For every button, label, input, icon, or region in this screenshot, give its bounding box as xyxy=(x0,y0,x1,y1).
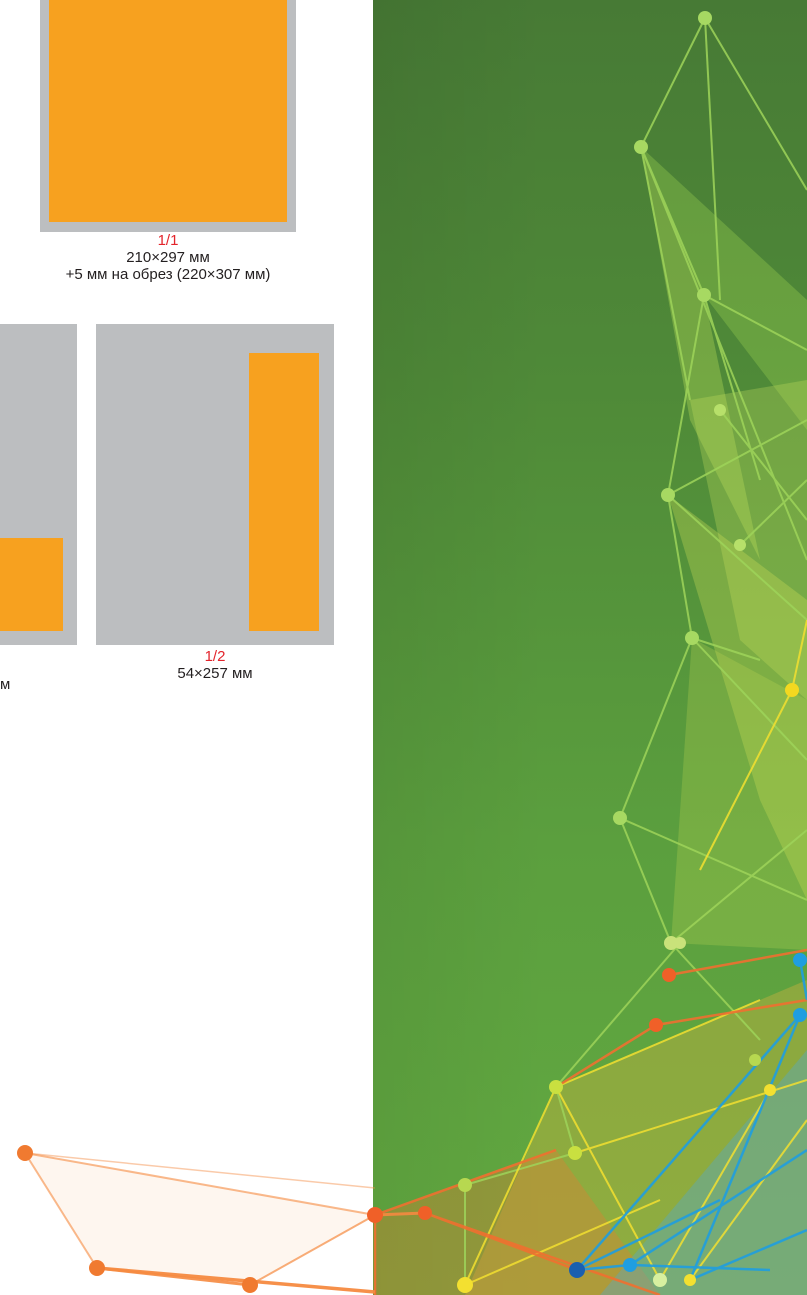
full-page-label: 1/1 xyxy=(157,232,179,249)
partial-ad-frame xyxy=(0,324,77,645)
half-vertical-label: 1/2 xyxy=(204,648,226,665)
half-vertical-caption: 1/2 54×257 мм xyxy=(115,648,315,682)
network-nodes xyxy=(17,11,807,1293)
full-page-size: 210×297 мм xyxy=(126,249,210,266)
half-vertical-ad-area xyxy=(249,353,319,631)
green-background-panel xyxy=(373,0,807,1295)
full-page-frame xyxy=(40,0,296,232)
network-lines-green xyxy=(464,17,807,1285)
full-page-bleed: +5 мм на обрез (220×307 мм) xyxy=(65,266,271,283)
partial-ad-size: м xyxy=(0,676,11,693)
network-polygons xyxy=(25,147,807,1295)
half-vertical-size: 54×257 мм xyxy=(177,665,253,682)
partial-ad-area xyxy=(0,538,63,631)
full-page-ad-area xyxy=(49,0,287,222)
partial-ad-caption: м xyxy=(0,676,10,693)
network-lines-orange xyxy=(373,948,807,1295)
half-vertical-frame xyxy=(96,324,334,645)
network-lines-bottom-left xyxy=(24,1152,426,1294)
network-lines-blue xyxy=(576,959,807,1282)
full-page-caption: 1/1 210×297 мм +5 мм на обрез (220×307 м… xyxy=(0,232,336,283)
